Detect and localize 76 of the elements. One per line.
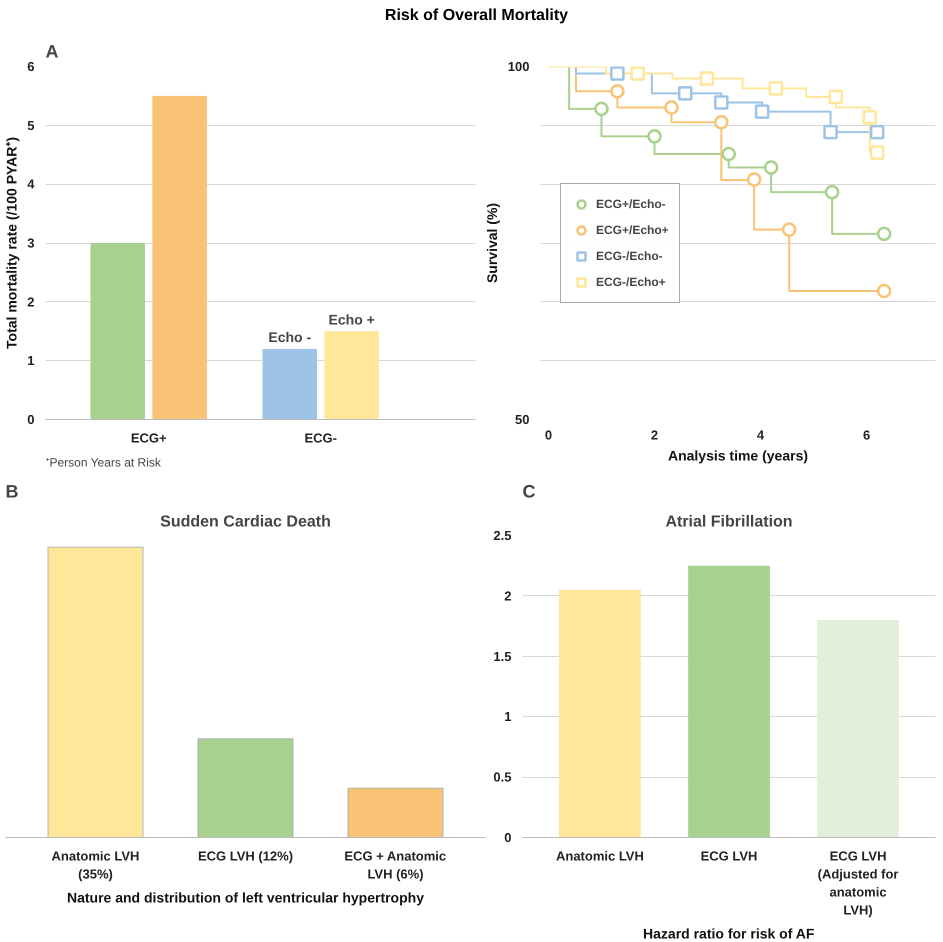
point	[824, 184, 840, 200]
x-tick-label: Anatomic LVH	[556, 848, 644, 864]
point	[664, 100, 679, 115]
series-label: Echo -	[268, 328, 312, 345]
point	[876, 226, 892, 242]
text: A	[46, 42, 58, 62]
point	[610, 84, 625, 98]
y-tick-label: 5	[27, 118, 35, 133]
point	[714, 95, 729, 110]
point	[828, 90, 844, 104]
y-tick-label: 1	[27, 353, 35, 368]
y-tick-label: 0	[504, 830, 512, 845]
chart-title: Atrial Fibrillation	[665, 514, 793, 530]
x-tick-label: 2	[650, 428, 658, 442]
point	[782, 222, 796, 237]
x-tick-label: Anatomic LVH (35%)	[52, 848, 140, 882]
legend-label: ECG-/Echo-	[596, 248, 663, 262]
y-axis-title: Total mortality rate (/100 PYAR⁺)	[3, 137, 20, 349]
y-tick-label: 1	[504, 709, 512, 724]
point	[594, 102, 609, 116]
text: C	[522, 482, 536, 502]
point	[754, 104, 770, 119]
y-tick-label: 0.5	[493, 770, 512, 785]
chart-title: Sudden Cardiac Death	[160, 514, 331, 530]
x-tick-label: ECG LVH (Adjusted for anatomic LVH)	[818, 848, 899, 918]
bar	[262, 348, 317, 420]
x-tick-label: ECG LVH (12%)	[198, 848, 294, 864]
bar	[152, 96, 207, 420]
x-tick-label: ECG-	[304, 430, 337, 446]
text: B	[6, 482, 18, 502]
point	[714, 115, 729, 130]
point	[768, 81, 784, 96]
y-tick-label: 1.5	[493, 648, 512, 664]
y-tick-label: 3	[27, 236, 35, 250]
point	[823, 124, 838, 140]
legend-label: ECG-/Echo+	[596, 274, 666, 288]
point	[610, 66, 625, 81]
x-tick-label: 0	[544, 428, 552, 442]
point	[700, 71, 714, 86]
y-tick-label: 100	[508, 59, 530, 74]
x-tick-label: 6	[862, 428, 870, 442]
y-tick-label: 4	[27, 176, 36, 192]
bar	[817, 620, 899, 838]
point	[721, 146, 736, 162]
y-tick-label: 2	[504, 588, 512, 604]
y-tick-label: 50	[515, 412, 530, 427]
x-tick-label: ECG + Anatomic LVH (6%)	[344, 848, 446, 882]
point	[764, 160, 778, 175]
legend-label: ECG+/Echo+	[596, 222, 669, 236]
x-axis-title: Analysis time (years)	[668, 448, 808, 464]
bar	[324, 331, 379, 420]
point	[678, 86, 692, 101]
text: ⁺Person Years at Risk	[46, 456, 162, 470]
y-tick-label: 6	[27, 59, 35, 74]
chart-title: Risk of Overall Mortality	[384, 6, 568, 26]
point	[876, 284, 892, 298]
x-axis-title: Hazard ratio for risk of AF	[643, 926, 815, 942]
bar	[90, 243, 145, 420]
point	[746, 172, 762, 187]
y-tick-label: 0	[27, 412, 35, 427]
legend-label: ECG+/Echo-	[596, 196, 666, 210]
point	[870, 145, 884, 160]
point	[647, 129, 662, 144]
x-tick-label: ECG LVH	[700, 848, 758, 864]
y-tick-label: 2	[27, 294, 35, 310]
y-tick-label: 2.5	[493, 528, 512, 543]
point	[630, 66, 645, 81]
bar	[559, 590, 641, 838]
point	[862, 110, 878, 125]
series-label: Echo +	[328, 311, 375, 328]
y-axis-title: Survival (%)	[484, 202, 500, 284]
point	[870, 124, 884, 140]
x-tick-label: ECG+	[130, 430, 167, 446]
x-axis-title: Nature and distribution of left ventricular hypertrophy	[66, 890, 424, 906]
x-tick-label: 4	[756, 428, 765, 442]
bar	[688, 566, 770, 838]
